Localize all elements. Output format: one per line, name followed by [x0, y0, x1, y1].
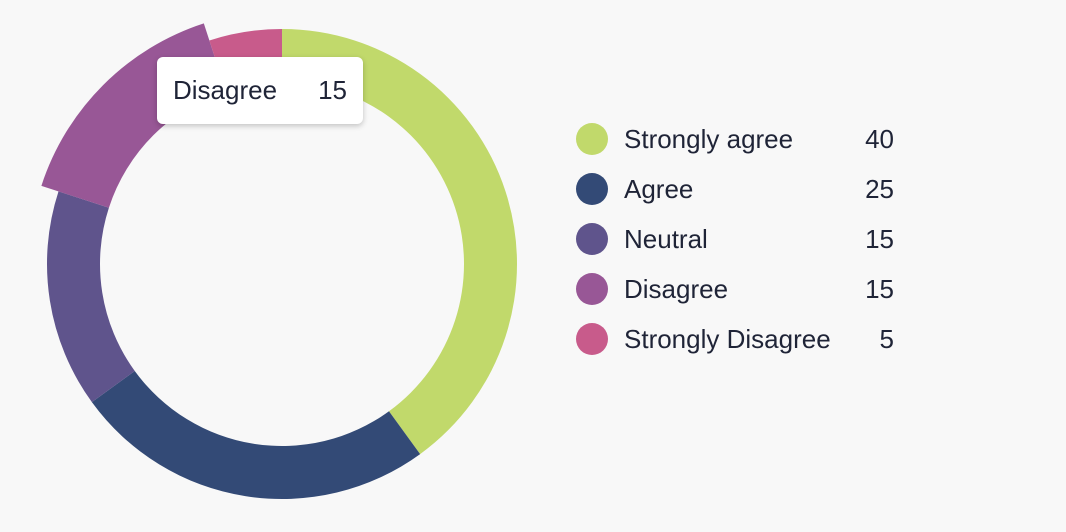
legend-swatch [576, 273, 608, 305]
chart-tooltip: Disagree 15 [157, 57, 363, 124]
legend-label: Disagree [624, 273, 729, 304]
legend-swatch [576, 223, 608, 255]
legend-swatch [576, 123, 608, 155]
legend-label: Agree [624, 173, 694, 204]
chart-legend: Strongly agree 40 Agree 25 Neutral 15 Di… [576, 114, 906, 364]
legend-value: 15 [865, 273, 894, 304]
legend-value: 15 [865, 223, 894, 254]
legend-label: Strongly Disagree [624, 323, 831, 354]
legend-value: 40 [865, 123, 894, 154]
tooltip-value: 15 [318, 75, 347, 105]
legend-label: Strongly agree [624, 123, 794, 154]
legend-item[interactable]: Strongly agree 40 [576, 114, 906, 164]
legend-value: 25 [865, 173, 894, 204]
legend-item[interactable]: Neutral 15 [576, 214, 906, 264]
legend-swatch [576, 323, 608, 355]
legend-item[interactable]: Agree 25 [576, 164, 906, 214]
donut-slice-strongly-agree[interactable] [282, 29, 517, 455]
legend-value: 5 [879, 323, 894, 354]
legend-item[interactable]: Strongly Disagree 5 [576, 314, 906, 364]
legend-swatch [576, 173, 608, 205]
legend-item[interactable]: Disagree 15 [576, 264, 906, 314]
donut-slice-agree[interactable] [91, 370, 421, 499]
donut-slice-neutral[interactable] [47, 191, 135, 403]
tooltip-label: Disagree [173, 75, 278, 105]
legend-label: Neutral [624, 223, 708, 254]
